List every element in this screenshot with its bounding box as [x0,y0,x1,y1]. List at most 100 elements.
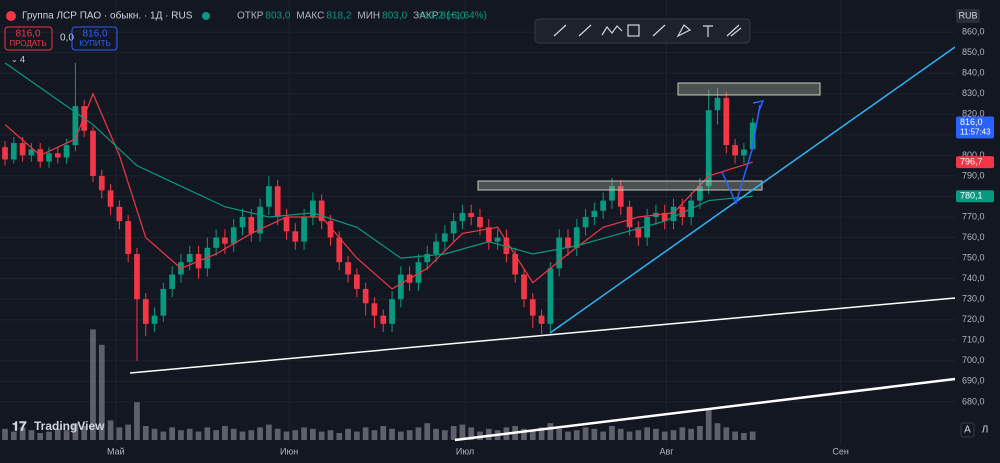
tool-text[interactable] [703,25,713,37]
log-label[interactable]: Л [982,425,989,436]
candle-body [283,217,290,232]
moving-average [4,92,753,290]
volume-bar [72,423,79,440]
auto-button[interactable] [960,422,975,438]
volume-bar [556,428,563,440]
x-tick-label: Июн [280,446,298,456]
y-tick-label: 720,0 [962,314,985,324]
candle-body [477,217,483,228]
candle-body [310,200,316,218]
candle-body [345,262,351,275]
x-tick-label: Авг [659,446,674,456]
candle-body [2,147,8,160]
volume-bar [257,427,263,440]
collapse-toggle[interactable]: ⌄ [11,55,18,64]
volume-bar [406,430,413,440]
candle-body [10,143,17,160]
candle-body [90,130,96,176]
candle-body [714,97,721,111]
volume-bar [415,427,422,440]
candle-body [661,212,668,222]
candle-body [222,237,228,244]
ohlc-value: 818,2 [326,11,351,22]
candle-body [116,206,123,222]
tool-ray[interactable] [578,24,592,37]
volume-bar [529,430,536,440]
price-axis [955,0,1000,463]
zone-rect[interactable] [677,82,821,96]
volume-bar [741,433,747,440]
candle-body [424,253,431,263]
volume-bar [371,430,378,440]
candle-body [72,106,79,146]
candle-body [230,227,237,244]
candle-body [336,237,343,263]
y-tick-label: 850,0 [962,47,985,57]
candle-body [450,221,457,234]
tool-rect[interactable] [627,24,640,37]
volume-bar [679,427,686,440]
volume-bar [336,433,343,440]
currency-button[interactable] [956,9,980,23]
volume-bar [151,428,158,440]
volume-bar [310,428,316,440]
candle-body [266,186,272,207]
candle-body [609,186,615,201]
volume-bar [160,431,167,440]
candle-body [705,110,712,187]
volume-bar [565,431,571,440]
trend-line[interactable] [549,46,956,334]
x-tick-label: Сен [832,446,849,456]
volume-bar [354,431,360,440]
volume-bar [433,428,439,440]
tool-path[interactable] [601,25,623,36]
volume-bar [239,431,246,440]
volume-bar [441,430,448,440]
volume-bar [116,427,123,440]
x-tick-label: Май [107,446,125,456]
candle-body [749,122,756,150]
candle-body [107,190,114,207]
currency: RUB [958,10,977,20]
sell-label: ПРОДАТЬ [9,39,46,48]
y-tick-label: 790,0 [962,170,985,180]
arrow-path[interactable] [721,104,761,206]
volume-bar [468,427,475,440]
candle-body [292,231,299,242]
candle-body [512,253,519,275]
volume-bar [617,428,624,440]
volume-bar [186,428,193,440]
indicators-count: 4 [20,54,25,64]
candle-body [670,206,677,222]
volume-bar [318,431,325,440]
y-tick-label: 710,0 [962,335,985,345]
candle-body [600,200,607,211]
volume-bar [98,344,105,440]
volume-bar [573,430,580,440]
logo: TradingView [34,419,105,433]
volume-bar [107,420,114,440]
candle-body [301,217,307,242]
tool-brush[interactable] [676,24,692,38]
volume-bar [600,431,607,440]
candle-body [644,217,650,238]
tool-trend[interactable] [553,24,567,37]
candle-body [635,227,642,238]
volume-bar [397,431,404,440]
trend-line[interactable] [129,297,956,374]
zone-rect[interactable] [477,180,763,191]
volume-bar [670,430,677,440]
y-tick-label: 800,0 [962,150,985,160]
ohlc-name: МИН [357,11,380,22]
candle-body [46,153,52,162]
buy-button[interactable] [71,26,118,51]
tool-more[interactable] [726,24,742,37]
candle-body [213,237,219,248]
tool-measure[interactable] [652,24,666,37]
sell-button[interactable] [4,26,53,51]
trend-line[interactable] [454,377,956,442]
volume-bar [204,427,211,440]
price-tag-label: 816,0 [960,117,983,127]
volume-bar [635,430,642,440]
